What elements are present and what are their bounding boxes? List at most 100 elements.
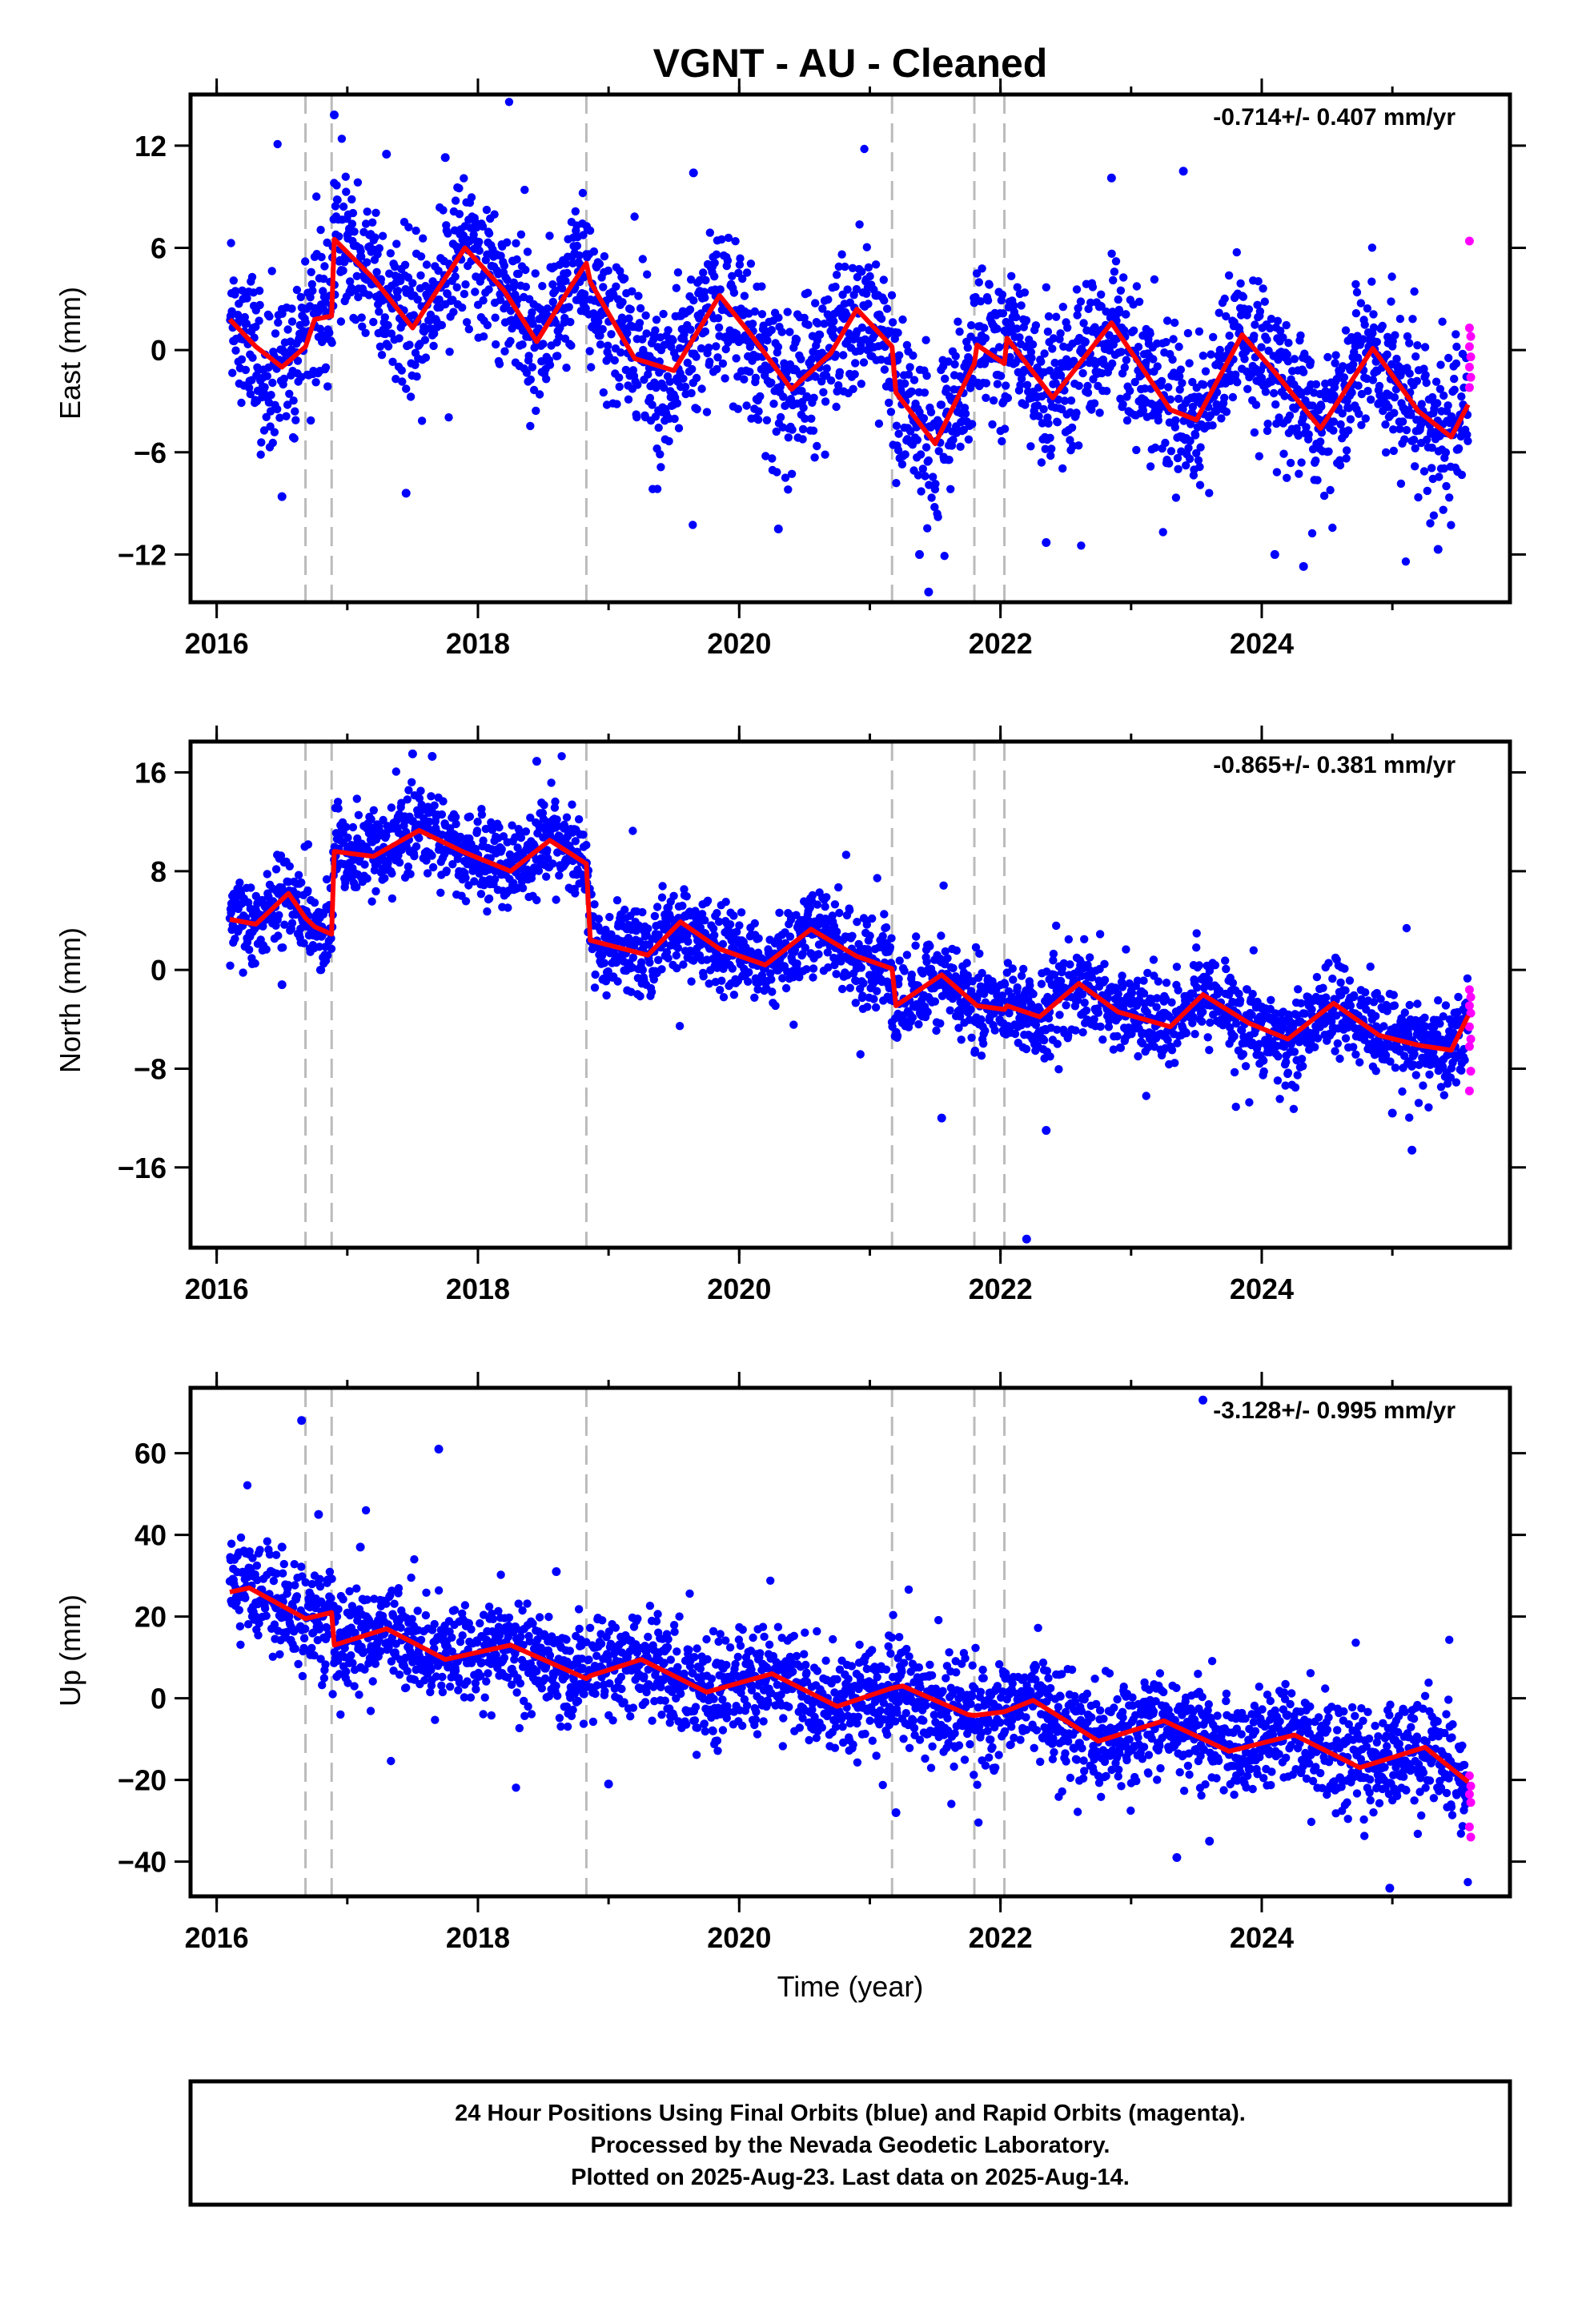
data-point [395, 858, 404, 867]
data-point [1344, 426, 1353, 435]
data-point [348, 208, 358, 218]
data-point [680, 885, 689, 894]
data-point [543, 304, 552, 313]
data-point [1444, 353, 1453, 363]
data-point [566, 317, 575, 327]
data-point [337, 135, 347, 143]
y-tick-label: 0 [151, 334, 167, 367]
data-point [1022, 1044, 1031, 1054]
data-point [268, 438, 277, 448]
data-point [380, 313, 389, 322]
data-point [1150, 971, 1158, 980]
data-point [317, 252, 326, 262]
data-point [820, 320, 829, 328]
data-point [857, 380, 866, 388]
data-point [1088, 283, 1098, 292]
x-tick-label: 2018 [446, 627, 510, 660]
data-point [1074, 304, 1082, 313]
data-point [1146, 329, 1154, 338]
data-point [624, 314, 633, 323]
data-point [934, 513, 942, 521]
data-point [926, 408, 936, 416]
data-point [1049, 956, 1058, 965]
data-point [821, 397, 830, 406]
data-point [276, 851, 286, 860]
data-point [756, 392, 765, 401]
data-point [713, 364, 721, 374]
data-point [1272, 468, 1282, 476]
outlier-point [914, 549, 924, 559]
data-point [1279, 449, 1288, 458]
data-point [526, 421, 535, 431]
data-point [649, 975, 658, 984]
data-point [702, 408, 712, 416]
data-point [461, 897, 471, 906]
data-point [408, 778, 416, 786]
data-point [716, 986, 725, 995]
data-point [811, 299, 820, 308]
data-point [826, 376, 836, 385]
data-point [929, 472, 938, 481]
data-point [909, 351, 917, 360]
data-point [354, 292, 363, 302]
data-point [1174, 986, 1182, 995]
data-point [713, 909, 721, 918]
data-point [957, 1035, 966, 1044]
data-point [823, 948, 833, 957]
data-point [412, 372, 421, 381]
data-point [1009, 975, 1018, 984]
data-point [981, 334, 990, 343]
data-point [516, 833, 526, 842]
data-point [1021, 400, 1030, 409]
data-point [545, 360, 555, 369]
data-point [1263, 420, 1272, 428]
data-point [777, 328, 786, 336]
data-point [1204, 975, 1214, 984]
data-point [585, 226, 595, 235]
data-point [673, 268, 683, 277]
data-point [1113, 1031, 1122, 1041]
data-point [665, 377, 674, 386]
data-point [921, 472, 930, 480]
data-point [353, 178, 363, 187]
data-point [404, 273, 413, 282]
data-point [849, 384, 857, 393]
data-point [243, 294, 251, 303]
data-point [862, 289, 871, 298]
data-point [242, 320, 251, 328]
data-point [997, 372, 1006, 380]
data-point [367, 897, 376, 906]
data-point [679, 374, 688, 383]
data-point [784, 485, 793, 494]
data-point [262, 412, 271, 421]
data-point [904, 370, 913, 379]
data-point [1349, 360, 1358, 369]
data-point [717, 976, 726, 985]
data-point [907, 970, 917, 979]
data-point [1056, 329, 1065, 338]
data-point [893, 446, 903, 455]
data-point [548, 297, 557, 307]
data-point [1056, 976, 1066, 986]
data-point [364, 291, 374, 300]
data-point [246, 389, 255, 399]
data-point [1166, 395, 1175, 404]
data-point [1241, 1062, 1251, 1071]
data-point [763, 336, 772, 345]
data-point [287, 304, 296, 313]
data-point [435, 295, 444, 304]
data-point [1412, 376, 1422, 385]
data-point [1231, 370, 1240, 379]
data-point [1251, 400, 1261, 409]
data-point [697, 384, 706, 393]
data-point [1167, 1046, 1177, 1055]
data-point [312, 192, 321, 201]
data-point [301, 318, 310, 327]
data-point [1107, 249, 1116, 258]
data-point [850, 370, 859, 379]
data-point [699, 268, 708, 277]
data-point [832, 970, 841, 979]
data-point [728, 964, 737, 973]
data-point [692, 352, 701, 361]
